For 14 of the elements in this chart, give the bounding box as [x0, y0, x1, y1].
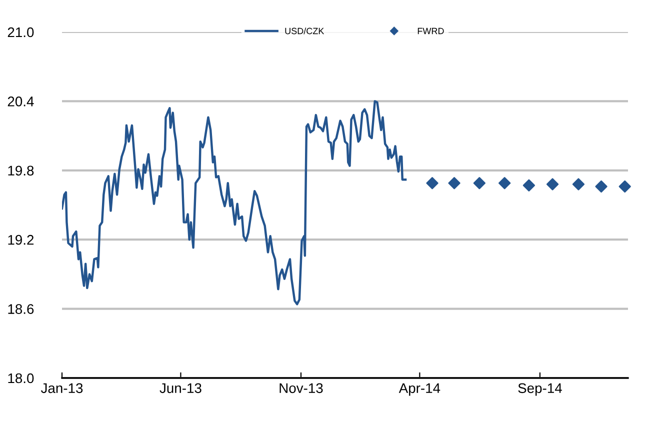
- legend-label: FWRD: [418, 28, 444, 34]
- y-tick-label: 20.4: [8, 96, 34, 106]
- line-series: [62, 100, 407, 306]
- x-tick-label: Nov-13: [280, 383, 323, 394]
- x-tick-label: Jan-13: [40, 383, 83, 394]
- y-tick-label: 18.6: [8, 304, 34, 314]
- x-tick-label: Sep-14: [518, 383, 562, 396]
- y-tick-label: 19.2: [8, 234, 34, 245]
- legend-label: USD/CZK: [285, 28, 324, 34]
- x-tick-label: Apr-14: [398, 383, 440, 396]
- y-tick-label: 21.0: [8, 27, 34, 38]
- y-tick-label: 18.0: [8, 373, 34, 384]
- x-tick-label: Jun-13: [160, 383, 202, 394]
- y-tick-label: 19.8: [8, 166, 34, 176]
